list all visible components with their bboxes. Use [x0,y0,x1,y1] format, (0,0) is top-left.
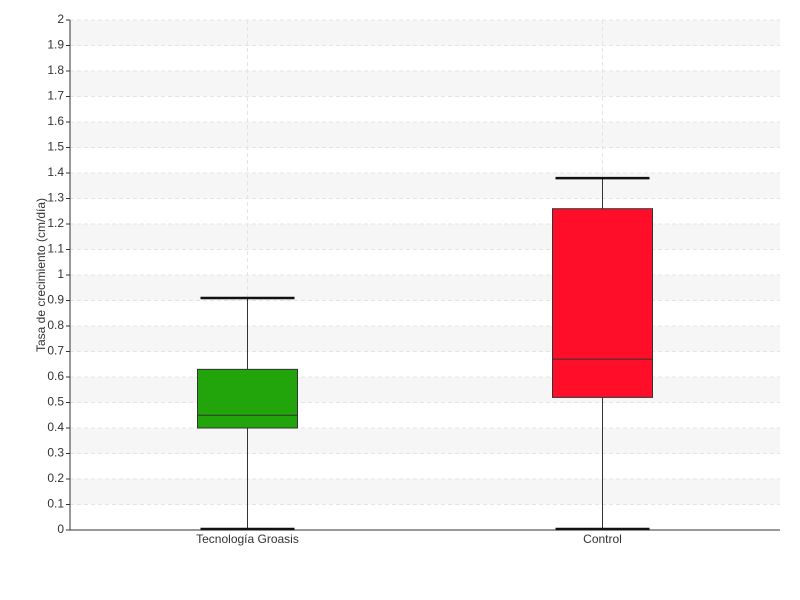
y-tick-label: 0.9 [47,293,64,307]
grid-band [70,326,780,352]
grid-band [70,20,780,46]
x-tick-label: Control [583,532,622,546]
y-tick-label: 0.7 [47,344,64,358]
y-tick-label: 1.6 [47,114,64,128]
grid-band [70,479,780,505]
y-tick-label: 1.2 [47,216,64,230]
y-tick-label: 0.4 [47,420,64,434]
grid-band [70,173,780,199]
y-tick-label: 0.3 [47,446,64,460]
y-tick-label: 0.8 [47,318,64,332]
y-axis-label: Tasa de crecimiento (cm/día) [34,198,48,352]
y-tick-label: 1.8 [47,63,64,77]
y-tick-label: 0.1 [47,497,64,511]
grid-band [70,428,780,454]
y-tick-label: 1.4 [47,165,64,179]
y-tick-label: 0.5 [47,395,64,409]
grid-band [70,377,780,403]
grid-band [70,71,780,97]
y-tick-label: 1.7 [47,89,64,103]
grid-band [70,224,780,250]
y-tick-label: 1.9 [47,38,64,52]
box [197,368,298,429]
x-tick-label: Tecnología Groasis [196,532,299,546]
y-tick-label: 1.3 [47,191,64,205]
y-tick-label: 0 [57,522,64,536]
y-tick-label: 2 [57,12,64,26]
y-tick-label: 1.1 [47,242,64,256]
grid-band [70,275,780,301]
box [552,208,653,398]
y-tick-label: 1 [57,267,64,281]
y-tick-label: 0.6 [47,369,64,383]
y-tick-label: 0.2 [47,471,64,485]
y-tick-label: 1.5 [47,140,64,154]
grid-band [70,122,780,148]
